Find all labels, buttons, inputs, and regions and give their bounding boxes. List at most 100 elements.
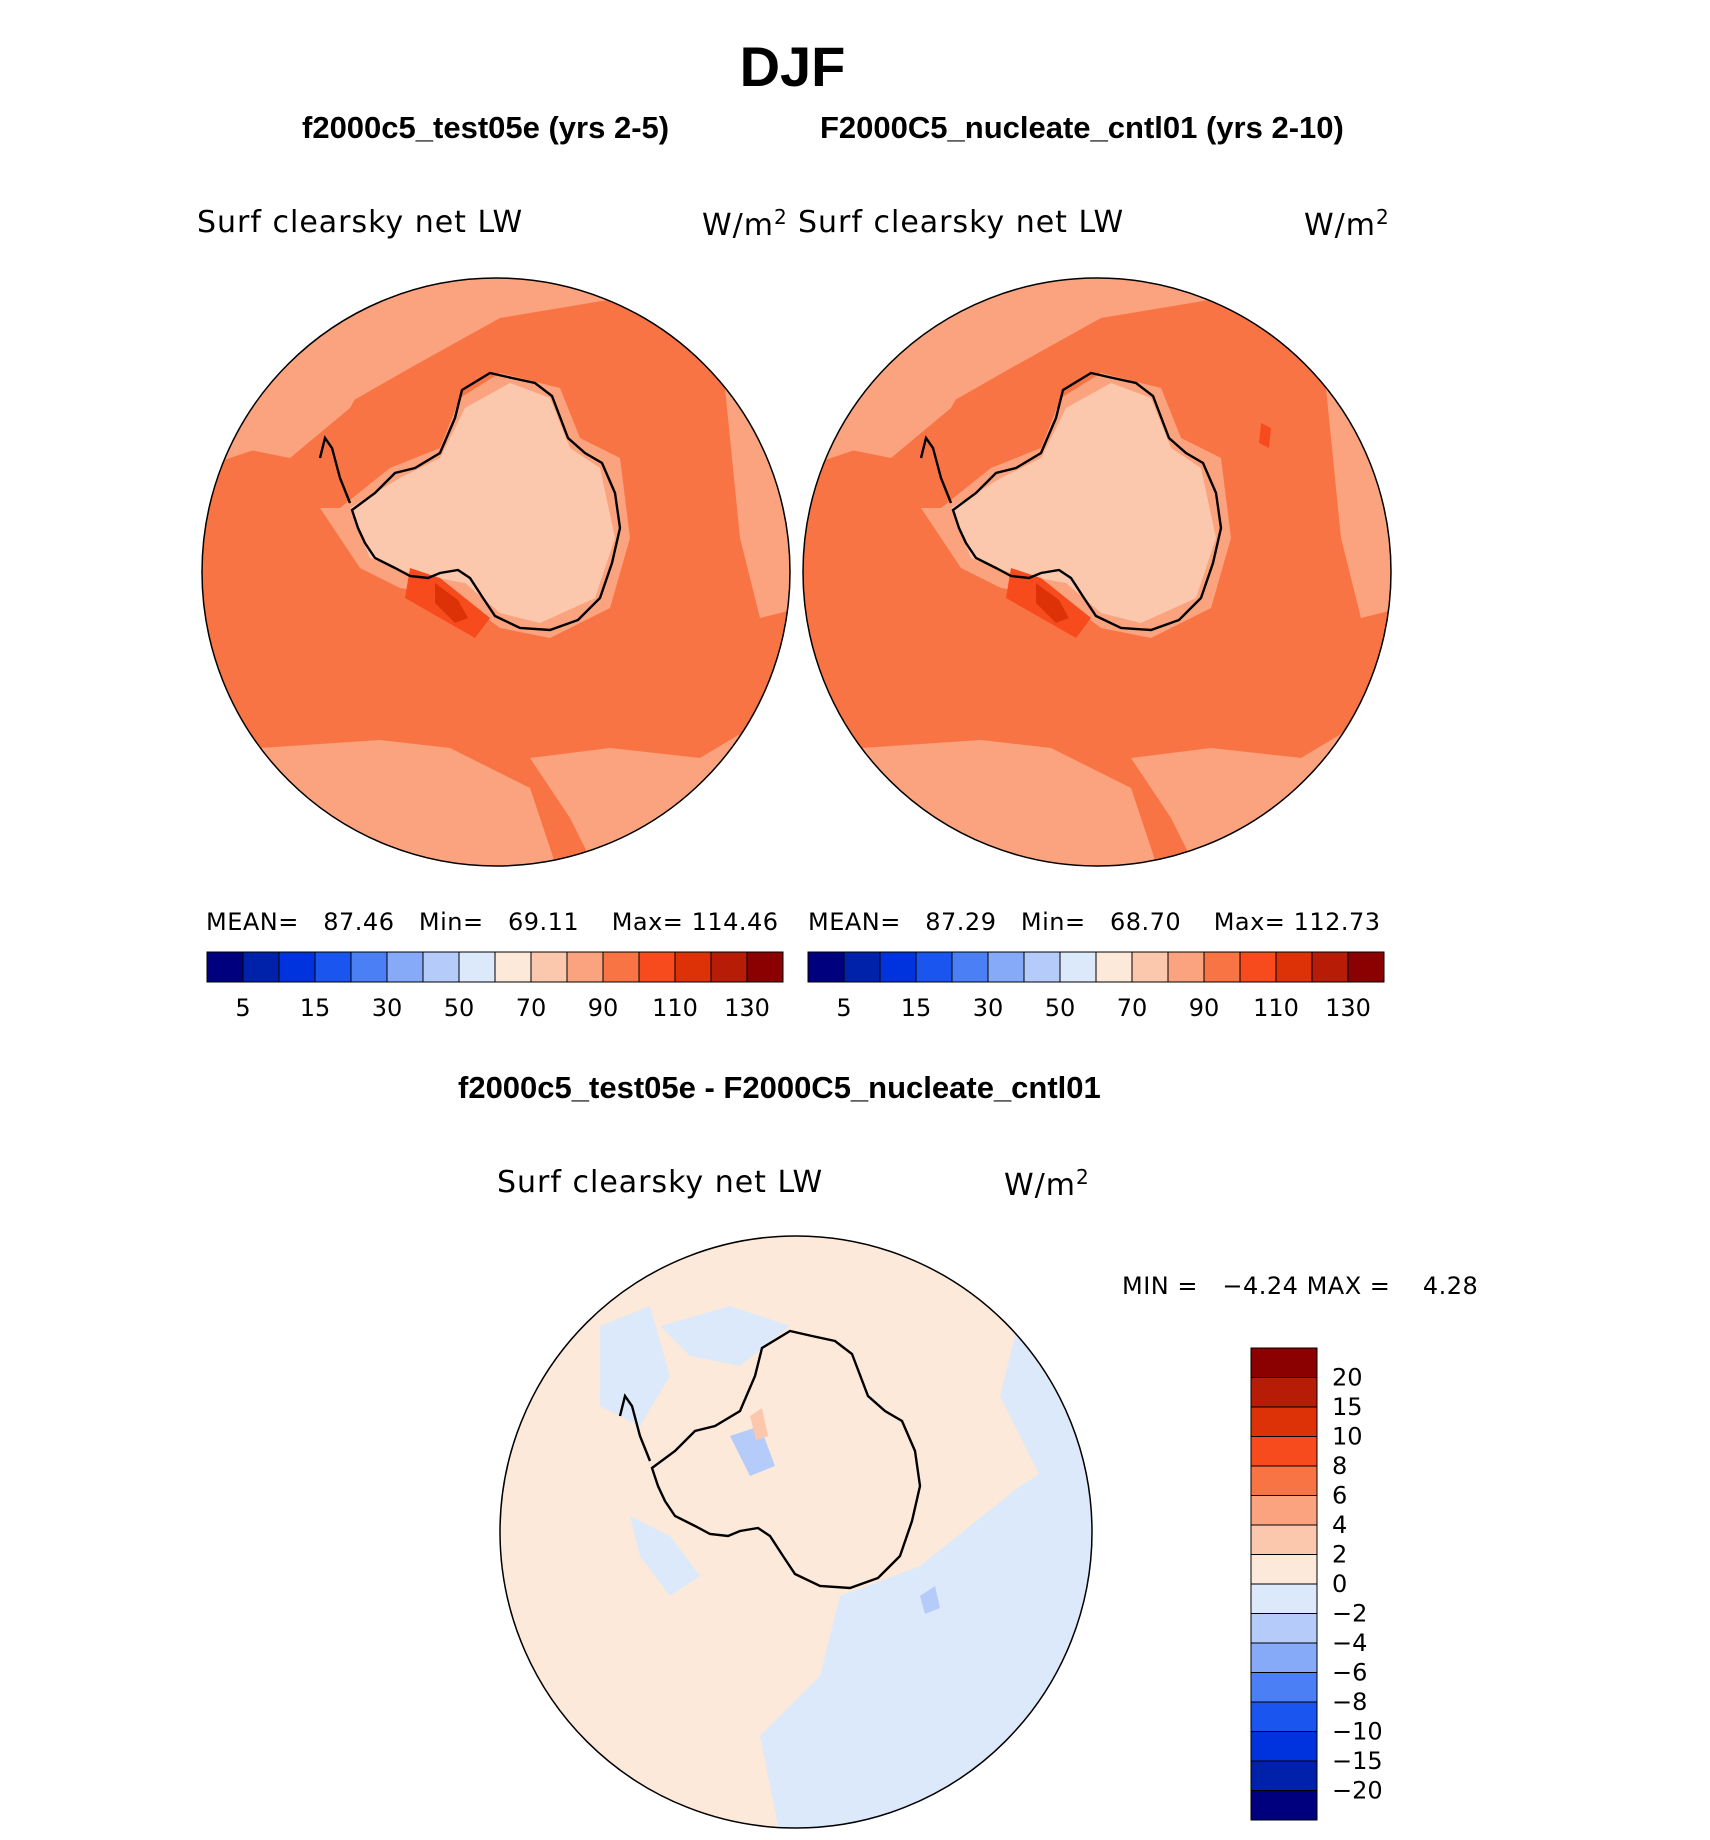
colorbar-box [1250, 1642, 1318, 1673]
colorbar-tick-label: 4 [1332, 1511, 1347, 1539]
colorbar-tick-label: 10 [1332, 1423, 1363, 1451]
colorbar-box [1250, 1495, 1318, 1526]
ocean-field-north-west [841, 318, 1001, 458]
colorbar-tick-label: 90 [1189, 994, 1220, 1022]
colorbar-box [807, 951, 845, 983]
diff-max-value: 4.28 [1422, 1272, 1479, 1300]
mean-label: MEAN= [808, 908, 901, 936]
colorbar-box [242, 951, 280, 983]
ocean-field-north-80-90 [803, 278, 1391, 468]
diff-field-neg4-neg2-center [730, 1426, 775, 1476]
colorbar-tick-label: −15 [1332, 1747, 1383, 1775]
colorbar-tick-label: 8 [1332, 1452, 1347, 1480]
panel-2-colorbar: 5 15 30 50 70 90 110 130 [807, 951, 1385, 1022]
panel-1-stats: MEAN= 87.46 Min= 69.11 Max= 114.46 [206, 908, 779, 936]
figure-title: DJF [739, 35, 846, 98]
diff-polar-map [499, 1235, 1093, 1829]
colorbar-tick-label: 130 [724, 994, 770, 1022]
colorbar-box [530, 951, 568, 983]
ocean-field-north-west [240, 318, 400, 458]
colorbar-box [1203, 951, 1241, 983]
colorbar-box [1023, 951, 1061, 983]
colorbar-tick-label: −4 [1332, 1629, 1367, 1657]
colorbar-tick-label: −6 [1332, 1659, 1367, 1687]
min-label: Min= [1020, 908, 1086, 936]
panel-2-stats: MEAN= 87.29 Min= 68.70 Max= 112.73 [808, 908, 1381, 936]
colorbar-tick-label: 70 [516, 994, 547, 1022]
panel-2-variable-label: Surf clearsky net LW [798, 205, 1125, 240]
colorbar-box [1167, 951, 1205, 983]
diff-field-neg2-0-west [630, 1516, 700, 1596]
antarctica-coastline [650, 1329, 922, 1590]
colorbar-tick-label: 2 [1332, 1541, 1347, 1569]
colorbar-box [1250, 1436, 1318, 1467]
colorbar-tick-label: 30 [372, 994, 403, 1022]
colorbar-box [1250, 1583, 1318, 1614]
colorbar-box [1250, 1701, 1318, 1732]
panel-1-polar-map [201, 277, 791, 867]
colorbar-tick-label: 15 [901, 994, 932, 1022]
colorbar-box [1250, 1554, 1318, 1585]
colorbar-box [746, 951, 784, 983]
colorbar-box [206, 951, 244, 983]
colorbar-box [278, 951, 316, 983]
colorbar-box [1250, 1790, 1318, 1821]
colorbar-box [987, 951, 1025, 983]
colorbar-box [1275, 951, 1313, 983]
colorbar-tick-label: 6 [1332, 1482, 1347, 1510]
colorbar-tick-label: −8 [1332, 1688, 1367, 1716]
antarctic-peninsula-coastline [318, 435, 352, 504]
colorbar-tick-label: 50 [444, 994, 475, 1022]
diff-units-label: W/m2 [1004, 1165, 1090, 1203]
colorbar-box [1250, 1613, 1318, 1644]
diff-field-2-4-center [750, 1408, 768, 1440]
colorbar-box [674, 951, 712, 983]
colorbar-box [879, 951, 917, 983]
mean-label: MEAN= [206, 908, 299, 936]
panel-1-units-label: W/m2 [702, 205, 788, 243]
diff-field-neg2-0-north [660, 1306, 790, 1366]
colorbar-box [1250, 1347, 1318, 1378]
diff-field-neg4-neg2-east [920, 1586, 940, 1614]
colorbar-tick-label: 20 [1332, 1364, 1363, 1392]
colorbar-box [1250, 1406, 1318, 1437]
colorbar-box [1095, 951, 1133, 983]
ross-sea-hotspot-110-120 [435, 583, 468, 623]
ocean-field-north-80-90 [202, 278, 790, 468]
colorbar-tick-label: 110 [652, 994, 698, 1022]
min-value: 68.70 [1109, 908, 1182, 936]
panel-1-case-title: f2000c5_test05e (yrs 2-5) [302, 110, 670, 145]
mean-value: 87.29 [925, 908, 997, 936]
diff-min-label: MIN = [1122, 1272, 1198, 1300]
panel-1-map-border [201, 277, 791, 867]
colorbar-tick-label: 30 [973, 994, 1004, 1022]
colorbar-tick-label: 50 [1045, 994, 1076, 1022]
colorbar-box [1250, 1465, 1318, 1496]
colorbar-box [1131, 951, 1169, 983]
max-value: 114.46 [691, 908, 779, 936]
antarctic-continent-70-80 [951, 383, 1216, 623]
colorbar-box [494, 951, 532, 983]
colorbar-box [1059, 951, 1097, 983]
panel-2-units-label: W/m2 [1304, 205, 1390, 243]
colorbar-box [458, 951, 496, 983]
colorbar-tick-label: 15 [1332, 1393, 1363, 1421]
colorbar-box [915, 951, 953, 983]
max-label: Max= [611, 908, 684, 936]
antarctic-peninsula-coastline [919, 435, 953, 504]
colorbar-tick-label: 5 [836, 994, 851, 1022]
colorbar-box [710, 951, 748, 983]
diff-stats: MIN = −4.24 MAX = 4.28 [1122, 1272, 1478, 1300]
max-label: Max= [1213, 908, 1286, 936]
panel-2-polar-map [802, 277, 1392, 867]
min-label: Min= [418, 908, 484, 936]
colorbar-box [1250, 1760, 1318, 1791]
max-value: 112.73 [1293, 908, 1381, 936]
colorbar-tick-label: 15 [300, 994, 331, 1022]
colorbar-box [638, 951, 676, 983]
colorbar-box [422, 951, 460, 983]
east-coast-hotspot [1259, 423, 1271, 448]
colorbar-box [1250, 1524, 1318, 1555]
colorbar-box [1250, 1377, 1318, 1408]
diff-min-value: −4.24 [1222, 1272, 1299, 1300]
